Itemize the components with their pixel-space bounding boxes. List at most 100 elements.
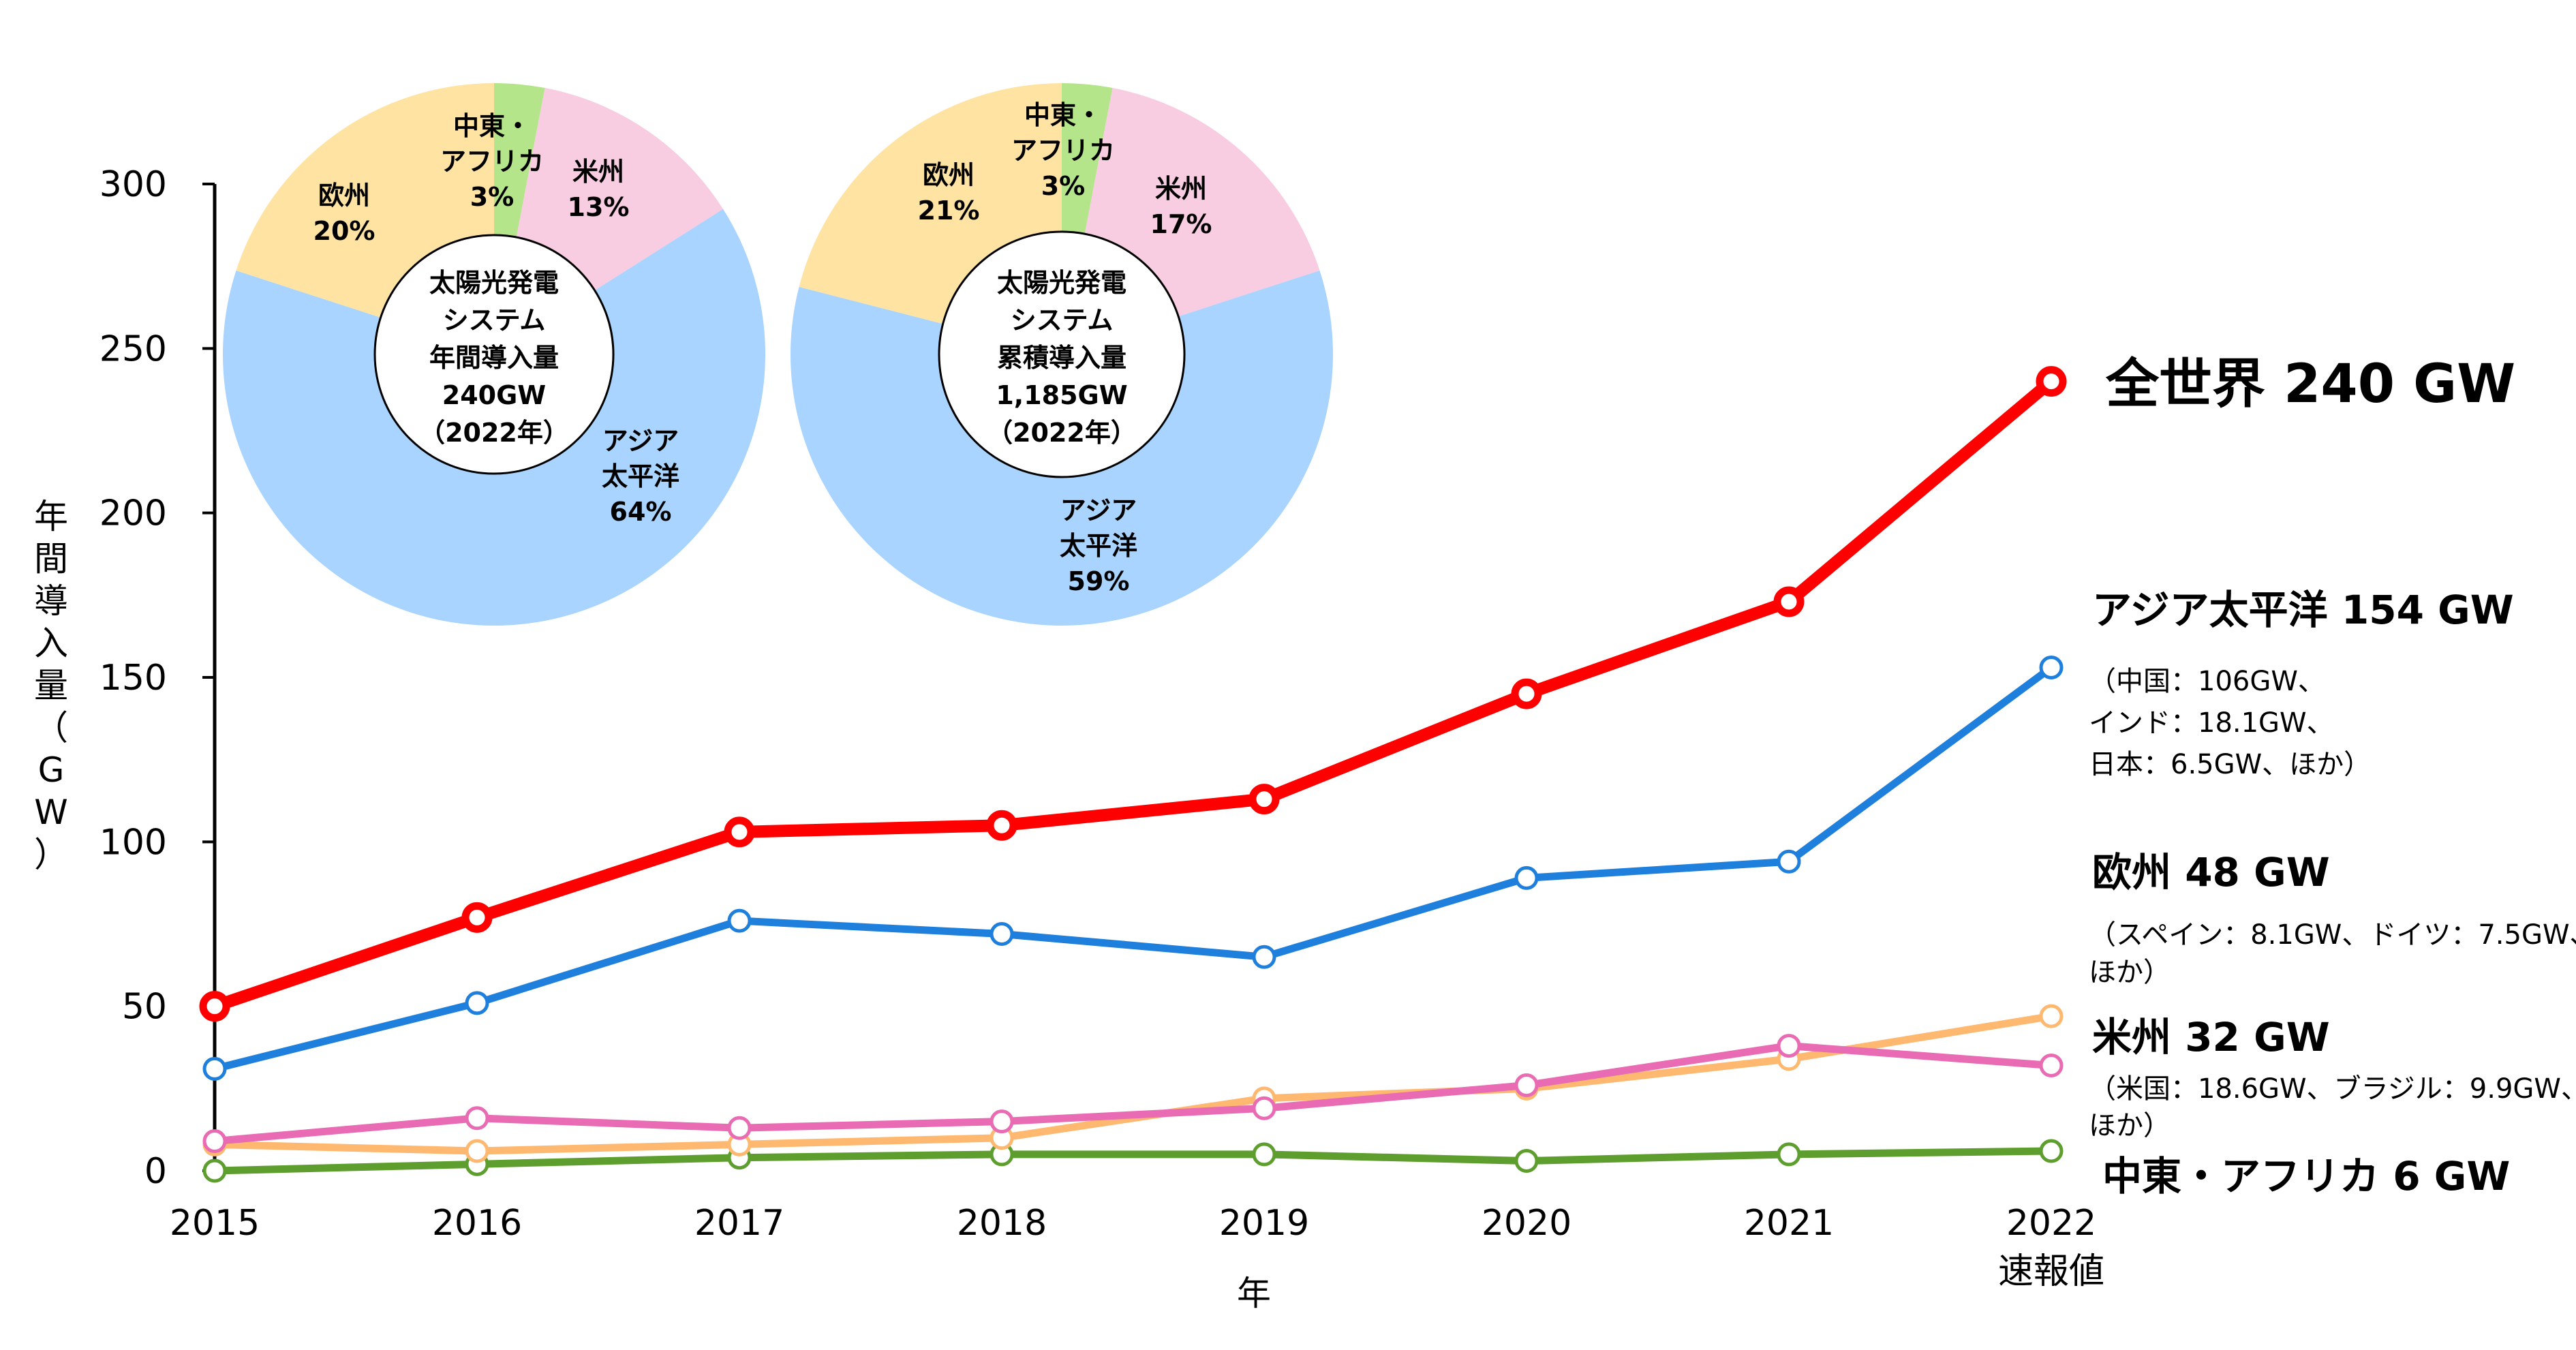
data-point	[727, 1116, 752, 1140]
pie-slice-label: 太平洋	[1060, 531, 1137, 561]
data-point	[465, 1139, 489, 1163]
data-point	[1777, 1142, 1801, 1167]
series-1	[202, 656, 2064, 1081]
y-tick-label: 0	[144, 1151, 167, 1192]
series-note: 日本：6.5GW、ほか）	[2089, 749, 2371, 780]
series-line	[209, 375, 2057, 1013]
pie-slice-label: 13%	[568, 192, 630, 222]
data-point	[1514, 865, 1539, 890]
x-tick-label: 2021	[1744, 1203, 1834, 1244]
data-point	[727, 908, 752, 933]
pie-slice-label: 中東・	[453, 111, 531, 141]
pie-center-text: システム	[1011, 305, 1114, 335]
series-line	[211, 1147, 2055, 1175]
y-tick-label: 250	[99, 328, 167, 369]
data-point	[2036, 366, 2067, 397]
series-end-label: 全世界 240 GW	[2105, 354, 2515, 415]
pie-slice-label: 米州	[1155, 174, 1207, 204]
data-point	[986, 810, 1017, 841]
x-tick-sublabel: 速報値	[1998, 1251, 2104, 1292]
y-tick-label: 50	[122, 987, 167, 1028]
line-series-group	[199, 366, 2067, 1183]
data-point	[2039, 1054, 2064, 1078]
data-point	[202, 1056, 227, 1081]
pie-slice-label: アジア	[1060, 495, 1137, 525]
pie-slice-label: 欧州	[923, 160, 975, 190]
y-axis-title: 年間導入量（ G W）	[34, 497, 68, 874]
series-line	[211, 1012, 2055, 1155]
data-point	[1777, 1034, 1801, 1058]
series-note: （スペイン：8.1GW、ドイツ：7.5GW、	[2089, 919, 2576, 951]
pie-slice-label: 17%	[1150, 209, 1212, 239]
pie-slice-label: アフリカ	[440, 147, 544, 177]
series-note: （中国：106GW、	[2089, 666, 2325, 697]
x-tick-label: 2019	[1219, 1203, 1309, 1244]
series-end-label: 米州 32 GW	[2092, 1014, 2330, 1060]
data-point	[2039, 1004, 2064, 1028]
series-note: ほか）	[2089, 1110, 2171, 1141]
series-labels-group: 全世界 240 GW アジア太平洋 154 GW （中国：106GW、インド：18.…	[2089, 354, 2576, 1199]
x-tick-label: 2020	[1482, 1203, 1571, 1244]
data-point	[202, 1159, 227, 1183]
data-point	[1514, 1073, 1539, 1098]
pie-center-text: 240GW	[442, 380, 546, 410]
series-end-label: 中東・アフリカ 6 GW	[2102, 1153, 2510, 1199]
series-note: （米国：18.6GW、ブラジル：9.9GW、	[2089, 1073, 2576, 1105]
series-end-label: アジア太平洋 154 GW	[2092, 587, 2514, 633]
pie-center-text: （2022年）	[419, 418, 569, 448]
data-point	[465, 1106, 489, 1131]
pie-center-text: 太陽光発電	[429, 268, 559, 298]
pie-slice-label: 中東・	[1024, 100, 1102, 130]
series-3	[202, 1034, 2064, 1154]
pie-slice-label: アフリカ	[1011, 136, 1115, 166]
data-point	[461, 902, 493, 933]
pie-slice-label: 21%	[918, 196, 980, 226]
x-axis-title: 年	[1237, 1274, 1271, 1313]
pie-center-text: 累積導入量	[997, 343, 1126, 373]
series-line	[211, 664, 2055, 1073]
pie-slice-label: 3%	[1041, 171, 1086, 201]
x-tick-label: 2022	[2006, 1203, 2096, 1244]
data-point	[724, 816, 755, 848]
data-point	[1514, 1149, 1539, 1173]
y-tick-label: 300	[99, 164, 167, 205]
pie-center-circle	[938, 230, 1186, 478]
data-point	[465, 991, 489, 1015]
data-point	[1248, 784, 1280, 815]
pie-slice-label: 米州	[572, 157, 624, 187]
y-tick-label: 100	[99, 822, 167, 863]
data-point	[990, 921, 1014, 946]
series-line	[211, 1042, 2055, 1146]
x-tick-label: 2015	[170, 1203, 260, 1244]
series-note: インド：18.1GW、	[2089, 707, 2334, 739]
y-tick-label: 150	[99, 658, 167, 699]
axes: 0 50 100 150 200 250 300 2015 2016 2017 2018 2019 20…	[34, 164, 2104, 1313]
pie-slice-label: 3%	[470, 182, 515, 212]
pie-center-text: システム	[443, 305, 546, 335]
pie-center-text: 太陽光発電	[997, 268, 1126, 298]
pie-center-circle	[373, 234, 615, 475]
pie-center-text: （2022年）	[987, 418, 1137, 448]
pie-slice-label: 太平洋	[602, 461, 679, 491]
data-point	[202, 1129, 227, 1154]
data-point	[1511, 678, 1542, 709]
data-point	[1252, 1096, 1276, 1120]
pie-slice-label: 20%	[313, 216, 375, 246]
x-tick-label: 2016	[432, 1203, 522, 1244]
pie-center-text: 年間導入量	[429, 343, 559, 373]
series-end-label: 欧州 48 GW	[2092, 849, 2330, 895]
data-point	[1252, 1142, 1276, 1167]
data-point	[199, 991, 230, 1022]
pie-center-text: 1,185GW	[996, 380, 1127, 410]
x-tick-label: 2017	[694, 1203, 784, 1244]
x-tick-label: 2018	[957, 1203, 1047, 1244]
pie-slice-label: 59%	[1068, 566, 1130, 596]
y-tick-label: 200	[99, 493, 167, 534]
data-point	[1773, 586, 1805, 617]
series-0	[199, 366, 2067, 1022]
pie-slice-label: アジア	[602, 426, 679, 456]
